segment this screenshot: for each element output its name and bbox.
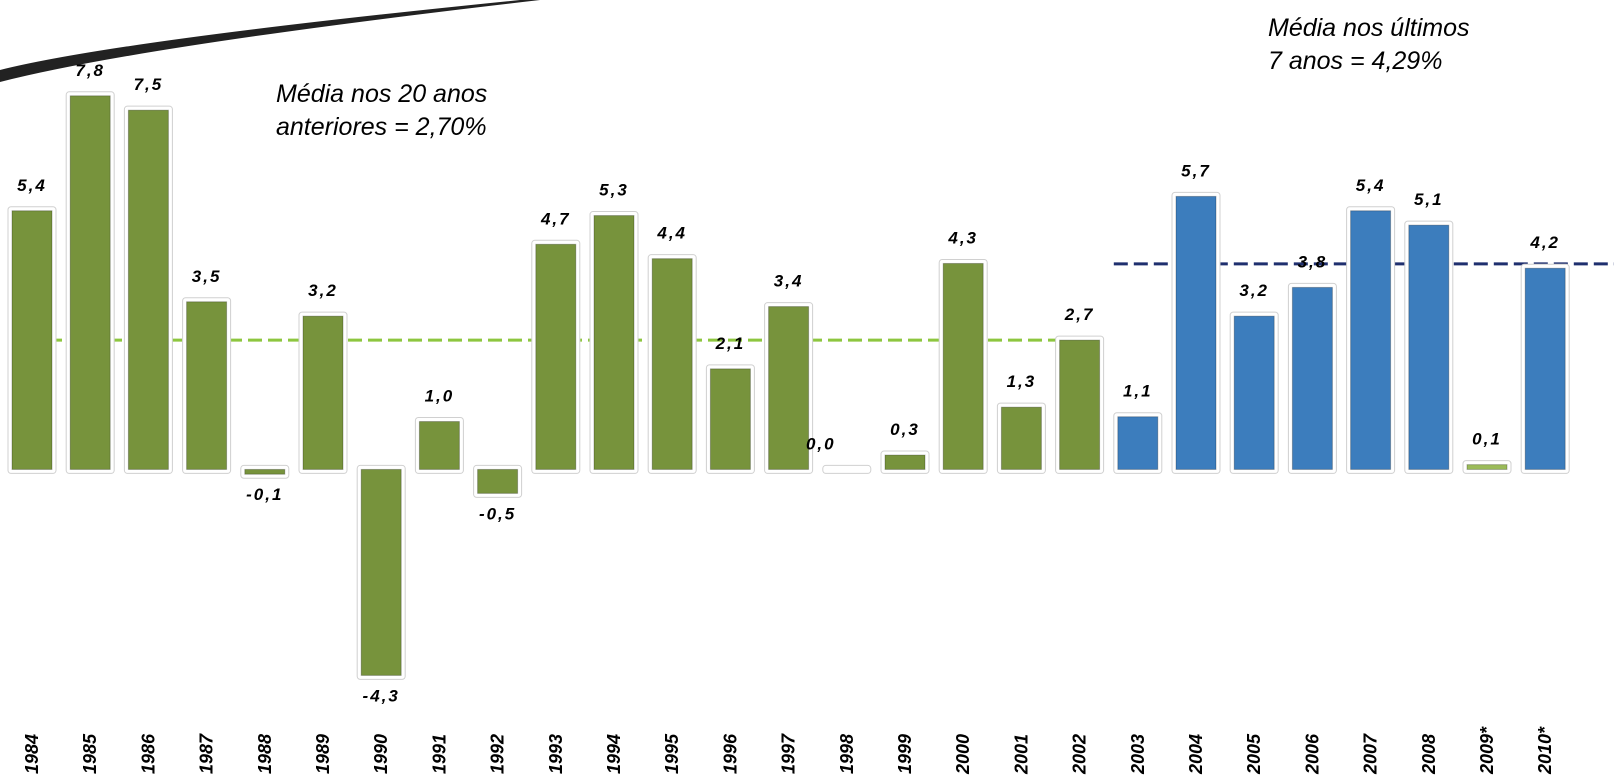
bar-frame (822, 464, 872, 474)
bar (1350, 210, 1392, 470)
value-label: 3,8 (1298, 252, 1328, 271)
x-tick-label: 2005 (1244, 733, 1264, 775)
x-tick-label: 2002 (1070, 734, 1090, 775)
value-label: -0,1 (246, 485, 283, 504)
x-tick-label: 2003 (1128, 734, 1148, 775)
bar (127, 109, 169, 470)
bar (244, 468, 286, 475)
x-tick-label: 2001 (1011, 734, 1031, 775)
value-label: 3,5 (192, 267, 222, 286)
value-label: 7,8 (75, 61, 105, 80)
x-tick-label: 1987 (197, 733, 217, 774)
value-label: 0,3 (890, 420, 920, 439)
x-tick-label: 1986 (138, 733, 158, 774)
bar (593, 215, 635, 470)
x-tick-label: 2004 (1186, 734, 1206, 775)
value-label: 0,0 (806, 434, 836, 453)
x-tick-label: 1984 (22, 734, 42, 774)
value-label: 5,4 (1356, 176, 1386, 195)
value-label: 5,4 (17, 176, 47, 195)
bar (1524, 267, 1566, 470)
value-label: 3,2 (1239, 281, 1269, 300)
value-label: 2,7 (1064, 305, 1095, 324)
x-tick-label: 1997 (779, 733, 799, 774)
value-label: 5,1 (1414, 190, 1444, 209)
bar (1233, 315, 1275, 470)
bar (1291, 286, 1333, 470)
x-tick-label: 1985 (80, 733, 100, 774)
value-label: 4,2 (1529, 233, 1560, 252)
value-label: 4,3 (947, 228, 978, 247)
value-label: 3,2 (308, 281, 338, 300)
bar (709, 368, 751, 470)
x-tick-label: 1988 (255, 734, 275, 774)
value-label: 1,0 (425, 387, 455, 406)
x-tick-label: 2009* (1477, 726, 1497, 775)
value-label: 2,1 (715, 334, 746, 353)
x-tick-label: 2010* (1535, 726, 1555, 775)
annotation: 7 anos = 4,29% (1268, 47, 1442, 75)
bar (1059, 339, 1101, 470)
value-label: -0,5 (479, 504, 516, 523)
value-label: 3,4 (774, 272, 804, 291)
x-tick-label: 1993 (546, 734, 566, 774)
x-tick-label: 1990 (371, 734, 391, 774)
bar (360, 468, 402, 676)
x-tick-label: 1989 (313, 734, 333, 774)
bar (418, 421, 460, 470)
value-label: -4,3 (363, 686, 400, 705)
x-tick-label: 1996 (720, 733, 740, 774)
bar (477, 468, 519, 494)
annotation: Média nos 20 anos (276, 80, 487, 108)
bar (768, 306, 810, 470)
x-tick-label: 1991 (429, 734, 449, 774)
bar (1117, 416, 1159, 470)
bar (302, 315, 344, 470)
annotation: Média nos últimos (1268, 14, 1469, 42)
value-label: 0,1 (1472, 430, 1502, 449)
annotation: anteriores = 2,70% (276, 113, 487, 141)
x-tick-label: 2007 (1361, 733, 1381, 775)
x-tick-label: 1999 (895, 734, 915, 774)
value-label: 1,3 (1007, 372, 1037, 391)
value-label: 1,1 (1123, 382, 1153, 401)
x-tick-label: 1995 (662, 733, 682, 774)
x-tick-label: 2006 (1302, 733, 1322, 775)
bar (186, 301, 228, 470)
value-label: 5,3 (599, 181, 629, 200)
x-tick-label: 1994 (604, 734, 624, 774)
bar (69, 95, 111, 470)
bar (1175, 195, 1217, 470)
bar (942, 262, 984, 470)
value-label: 4,7 (540, 209, 571, 228)
x-tick-label: 2000 (953, 734, 973, 775)
x-tick-label: 2008 (1419, 734, 1439, 775)
bar (651, 258, 693, 470)
bar (884, 454, 926, 470)
x-tick-label: 1992 (488, 734, 508, 774)
value-label: 4,4 (656, 224, 687, 243)
value-label: 5,7 (1181, 161, 1211, 180)
bar (11, 210, 53, 470)
x-tick-label: 1998 (837, 734, 857, 774)
value-label: 7,5 (134, 75, 164, 94)
bar (535, 243, 577, 470)
bar (1000, 406, 1042, 470)
bar (1408, 224, 1450, 470)
bar (1466, 464, 1508, 470)
